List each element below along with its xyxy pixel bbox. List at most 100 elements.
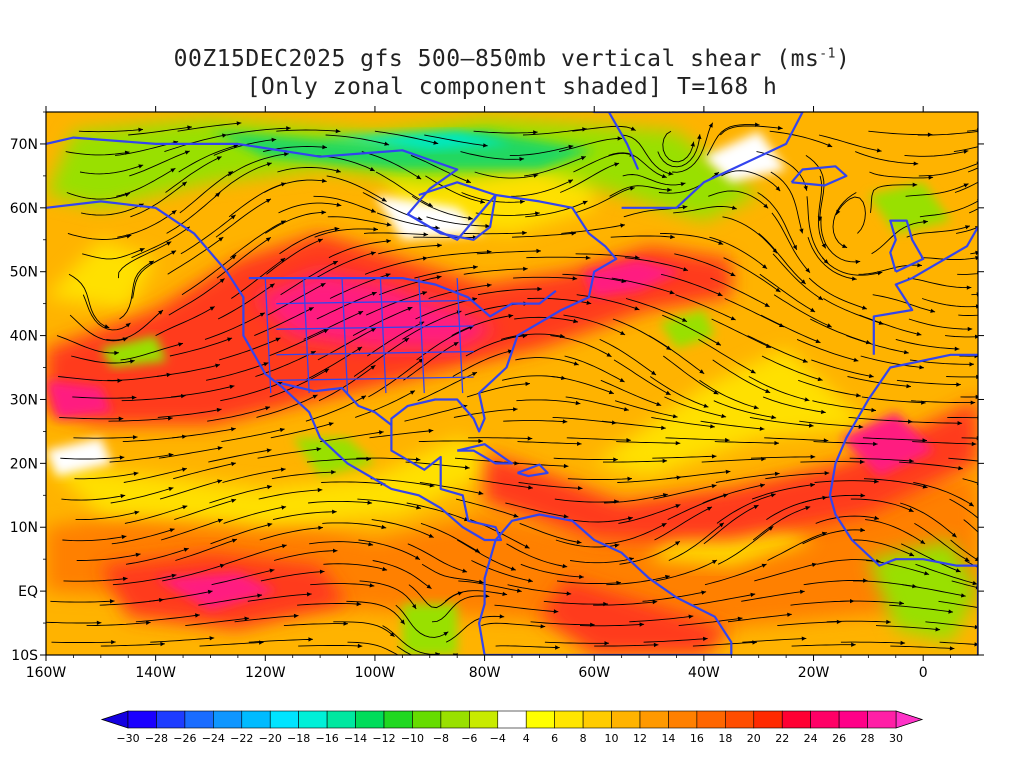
- streamline-arrowhead: [614, 543, 620, 548]
- streamline-arrowhead: [774, 440, 779, 446]
- streamline-440: [227, 153, 289, 177]
- streamline-87: [619, 540, 681, 565]
- streamline-59: [162, 564, 225, 582]
- streamline-258: [600, 379, 662, 406]
- streamline-423: [313, 195, 377, 213]
- streamline-479: [276, 129, 341, 132]
- streamline-arrowhead: [970, 400, 976, 405]
- streamline-31: [629, 615, 694, 623]
- streamline-arrowhead: [427, 202, 433, 207]
- streamline-406: [426, 216, 490, 227]
- streamline-462: [361, 151, 422, 180]
- streamline-arrowhead: [779, 323, 784, 327]
- streamline-58: [112, 574, 177, 586]
- streamline-arrowhead: [580, 156, 586, 161]
- streamline-401: [179, 171, 234, 214]
- streamline-157: [321, 481, 386, 485]
- streamline-arrowhead: [281, 505, 287, 510]
- streamline-422: [263, 179, 327, 193]
- streamline-207: [912, 441, 977, 445]
- streamline-arrowhead: [568, 179, 573, 184]
- streamline-323: [82, 294, 131, 331]
- streamline-arrowhead: [975, 255, 978, 261]
- streamline-arrowhead: [231, 461, 236, 467]
- streamline-264: [896, 379, 961, 386]
- streamline-arrowhead: [217, 479, 223, 484]
- streamline-417: [969, 208, 978, 214]
- streamline-98: [210, 523, 273, 545]
- streamline-86: [570, 557, 634, 564]
- state-line: [264, 278, 272, 394]
- streamline-259: [649, 376, 709, 408]
- streamline-70: [704, 563, 767, 586]
- streamline-18: [939, 641, 978, 645]
- colorbar-label: 22: [775, 732, 789, 745]
- streamline-arrowhead: [576, 539, 582, 545]
- streamline-arrowhead: [284, 152, 289, 157]
- streamline-158: [370, 478, 435, 487]
- streamline-277: [613, 359, 671, 396]
- streamline-367: [378, 244, 442, 255]
- streamline-arrowhead: [954, 346, 960, 351]
- streamline-arrowhead: [231, 538, 237, 543]
- streamline-68: [606, 575, 671, 586]
- streamline-239: [614, 400, 678, 418]
- south-america-coast: [478, 513, 733, 655]
- streamline-arrowhead: [586, 300, 592, 305]
- streamline-arrowhead: [236, 121, 242, 126]
- streamline-404: [327, 216, 392, 226]
- streamline-arrowhead: [721, 413, 727, 419]
- streamline-322: [958, 314, 978, 316]
- streamline-arrowhead: [132, 435, 138, 440]
- streamline-466: [558, 138, 623, 153]
- streamline-arrowhead: [613, 457, 618, 462]
- streamline-arrowhead: [651, 370, 656, 375]
- shear-region-13: [155, 572, 277, 611]
- streamline-377: [871, 220, 928, 255]
- streamline-arrowhead: [764, 302, 770, 307]
- streamline-arrowhead: [719, 522, 724, 528]
- streamline-arrowhead: [958, 466, 963, 471]
- streamline-408: [525, 200, 588, 218]
- streamline-arrowhead: [104, 324, 110, 329]
- streamline-arrowhead: [168, 486, 174, 492]
- colorbar-swatch-12: [469, 710, 499, 729]
- colorbar-swatch-19: [668, 710, 698, 729]
- streamline-arrowhead: [222, 133, 227, 138]
- colorbar-label: 24: [804, 732, 818, 745]
- streamline-arrowhead: [971, 441, 977, 447]
- streamline-arrowhead: [772, 248, 778, 254]
- streamline-397: [906, 225, 971, 238]
- lon-tick-label: 0: [919, 665, 928, 681]
- streamline-arrowhead: [317, 238, 323, 243]
- streamline-155: [222, 468, 286, 483]
- streamline-arrowhead: [265, 406, 271, 411]
- colorbar-swatch-8: [355, 710, 385, 729]
- streamline-370: [526, 256, 591, 259]
- streamline-199: [517, 441, 582, 445]
- streamline-182: [603, 460, 668, 463]
- colorbar-label: −4: [490, 732, 506, 745]
- streamline-164: [666, 470, 731, 480]
- streamline-159: [419, 482, 484, 495]
- streamline-arrowhead: [139, 248, 145, 253]
- streamline-362: [131, 226, 191, 259]
- colorbar-label: 18: [718, 732, 732, 745]
- streamline-361: [82, 247, 145, 260]
- streamline-113: [950, 539, 978, 561]
- streamline-428: [560, 162, 620, 193]
- streamline-355: [710, 277, 770, 308]
- streamline-arrowhead: [310, 351, 316, 356]
- streamline-409: [574, 187, 635, 214]
- british-isles: [889, 219, 925, 273]
- streamline-415: [870, 184, 918, 213]
- streamline-51: [691, 593, 756, 606]
- shear-region-5: [46, 239, 156, 310]
- streamline-200: [566, 437, 631, 441]
- streamline-144: [604, 493, 668, 504]
- streamline-15: [791, 644, 856, 647]
- streamline-arrowhead: [318, 525, 323, 530]
- streamline-445: [474, 171, 539, 179]
- streamline-arrowhead: [957, 421, 963, 426]
